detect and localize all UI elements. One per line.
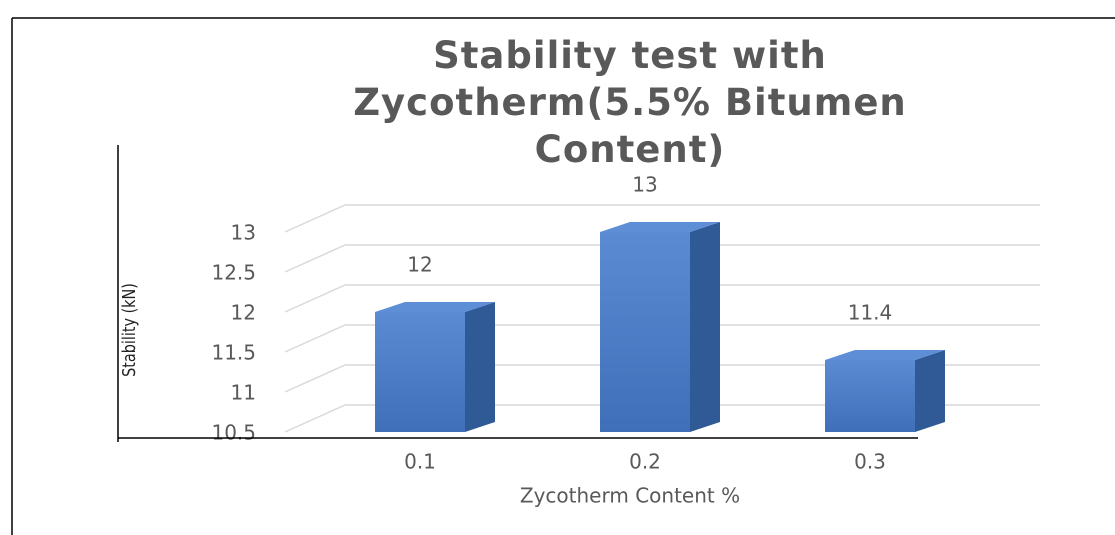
bar <box>375 302 495 432</box>
value-label: 12 <box>407 253 432 277</box>
y-tick-label: 12 <box>231 301 256 325</box>
y-tick-label: 13 <box>231 221 256 245</box>
bar-side <box>465 302 495 432</box>
value-label: 13 <box>632 173 657 197</box>
bar-top <box>825 350 945 360</box>
y-tick-label: 11 <box>231 381 256 405</box>
grid-line <box>284 284 1040 313</box>
bar-front <box>600 232 690 432</box>
bar-front <box>825 360 915 432</box>
x-axis-title: Zycotherm Content % <box>520 484 740 508</box>
bar-side <box>915 350 945 432</box>
bar-side <box>690 222 720 432</box>
x-tick-label: 0.2 <box>629 450 661 474</box>
chart-title: Stability test with Zycotherm(5.5% Bitum… <box>353 34 907 171</box>
bar-front <box>375 312 465 432</box>
plot: 10.5 11 11.5 12 12.5 13 0.1 12 0.2 13 0.3 11.4 <box>211 173 1040 474</box>
y-axis-title: Stability (kN) <box>118 283 139 377</box>
x-tick-label: 0.1 <box>404 450 436 474</box>
y-tick-label: 10.5 <box>211 421 256 445</box>
y-tick-label: 12.5 <box>211 261 256 285</box>
grid-line <box>284 324 1040 353</box>
bar-top <box>600 222 720 232</box>
y-tick-label: 11.5 <box>211 341 256 365</box>
grid-line <box>284 204 1040 233</box>
x-tick-label: 0.3 <box>854 450 886 474</box>
bar <box>600 222 720 432</box>
bar <box>825 350 945 432</box>
value-label: 11.4 <box>848 301 893 325</box>
grid-line <box>284 404 1040 433</box>
grid-line <box>284 364 1040 393</box>
grid-line <box>284 244 1040 273</box>
bar-top <box>375 302 495 312</box>
